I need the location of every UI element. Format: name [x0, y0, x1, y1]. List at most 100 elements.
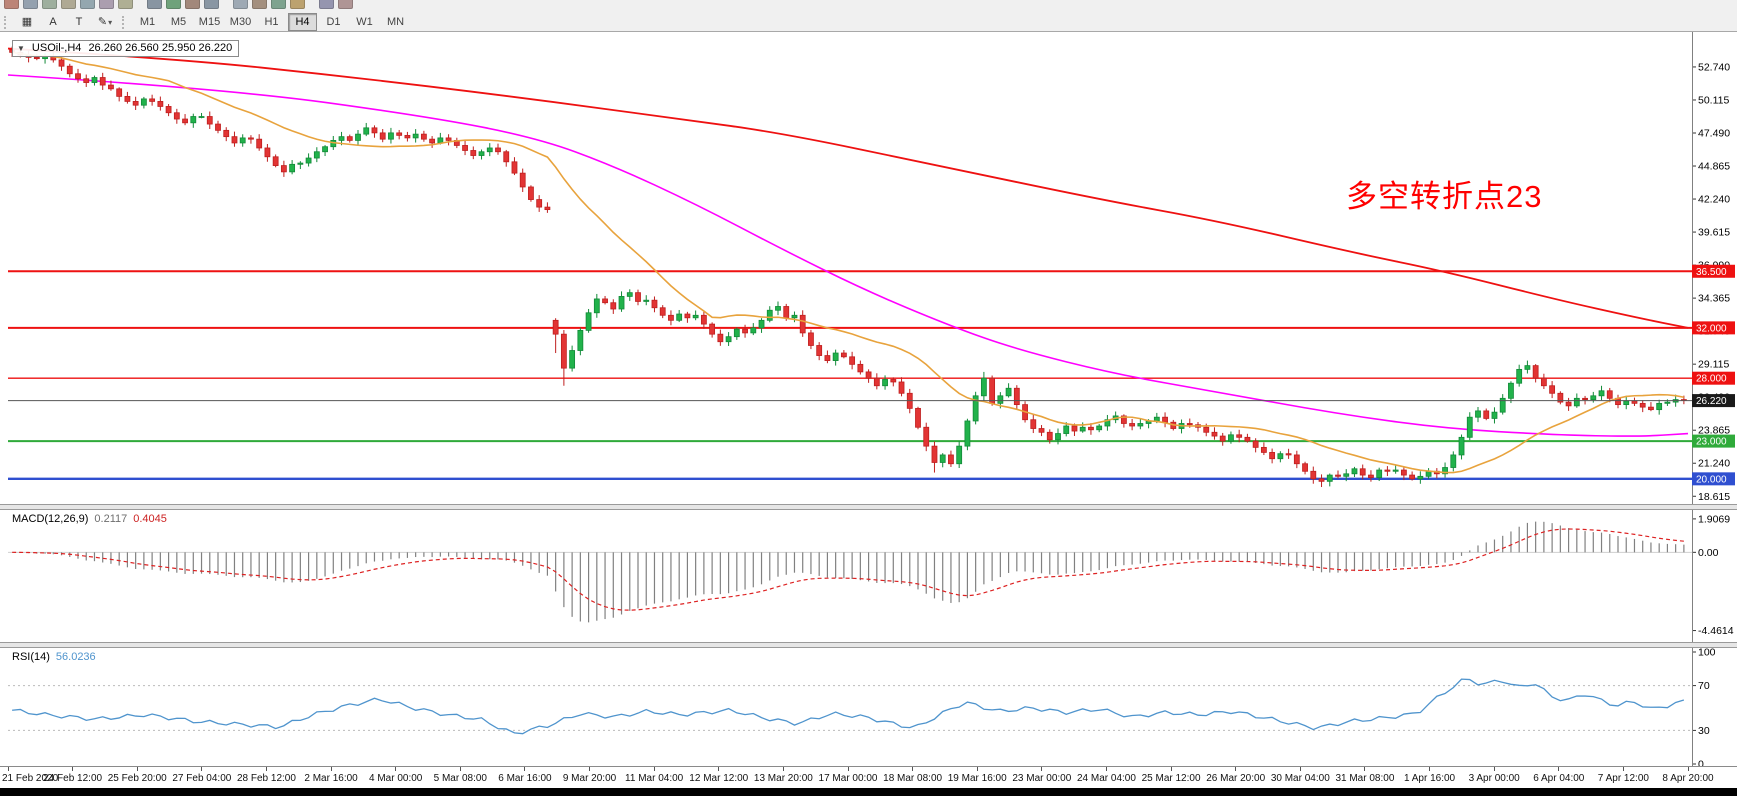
svg-text:47.490: 47.490 [1698, 127, 1730, 139]
svg-text:36.500: 36.500 [1696, 267, 1727, 278]
chart-shift-icon[interactable] [271, 0, 286, 9]
time-axis-tick [718, 767, 720, 771]
tool-buttons: ▦ A T ✎ ▾ [14, 13, 118, 31]
svg-text:100: 100 [1698, 647, 1716, 659]
time-axis-tick [459, 767, 461, 771]
time-axis-label: 13 Mar 20:00 [753, 773, 813, 784]
mid-ma-line [7, 74, 1689, 437]
time-axis-tick [1364, 767, 1366, 771]
time-axis-tick [524, 767, 526, 771]
time-axis-tick [782, 767, 784, 771]
panel-separator[interactable] [0, 642, 1737, 648]
zoom-in-icon[interactable] [204, 0, 219, 9]
terminal-icon[interactable] [80, 0, 95, 9]
timeframe-button-d1[interactable]: D1 [326, 15, 341, 28]
label-tool-button[interactable]: T [75, 15, 83, 28]
timeframe-button-h1[interactable]: H1 [264, 15, 279, 28]
svg-text:42.240: 42.240 [1698, 194, 1730, 206]
svg-text:23.000: 23.000 [1696, 437, 1727, 448]
time-axis-label: 21 Feb 2020 [2, 773, 59, 784]
taskbar [0, 788, 1737, 796]
rsi-label: RSI(14) 56.0236 [12, 651, 96, 663]
time-axis-label: 5 Mar 08:00 [433, 773, 487, 784]
toolbar: ▦ A T ✎ ▾ M1 M5 M15 M30 H1 H4 D1 W1 MN [0, 0, 1737, 32]
bars-chart-icon[interactable] [147, 0, 162, 9]
time-axis-tick [976, 767, 978, 771]
periods-icon[interactable] [319, 0, 334, 9]
time-axis-label: 18 Mar 08:00 [883, 773, 943, 784]
timeframe-button-mn[interactable]: MN [386, 15, 405, 28]
time-axis-tick [1170, 767, 1172, 771]
price-tag: 20.000 [1692, 472, 1735, 486]
time-axis-tick [1105, 767, 1107, 771]
timeframe-button-h4[interactable]: H4 [288, 13, 317, 31]
strategy-tester-icon[interactable] [99, 0, 114, 9]
one-click-trading-toggle[interactable]: ▼ [17, 43, 25, 53]
indicators-icon[interactable] [290, 0, 305, 9]
symbol-info-box: ▼ USOil-,H4 26.260 26.560 25.950 26.220 [12, 40, 240, 57]
time-axis[interactable]: 21 Feb 2020 24 Feb 12:00 25 Feb 20:00 27 Fe… [0, 766, 1737, 789]
timeframe-button-m15[interactable]: M15 [198, 15, 221, 28]
fast-ma-line [11, 51, 1685, 474]
time-axis-label: 28 Feb 12:00 [236, 773, 296, 784]
rsi-value: 56.0236 [55, 651, 96, 663]
macd-title: MACD(12,26,9) [12, 513, 89, 525]
timeframe-button-m5[interactable]: M5 [170, 15, 187, 28]
time-axis-label: 7 Apr 12:00 [1597, 773, 1649, 784]
svg-text:52.740: 52.740 [1698, 61, 1730, 73]
svg-text:23.865: 23.865 [1698, 425, 1730, 437]
svg-text:21.240: 21.240 [1698, 458, 1730, 470]
tools-toolbar-row: ▦ A T ✎ ▾ M1 M5 M15 M30 H1 H4 D1 W1 MN [0, 13, 1737, 31]
time-axis-label: 25 Feb 20:00 [107, 773, 167, 784]
candlestick-chart-icon[interactable] [166, 0, 181, 9]
time-axis-tick [1687, 767, 1689, 771]
timeframe-button-w1[interactable]: W1 [356, 15, 373, 28]
time-axis-tick [1041, 767, 1043, 771]
navigator-icon[interactable] [61, 0, 76, 9]
rsi-axis-labels: 100 70 30 0 [1693, 647, 1716, 771]
data-window-icon[interactable] [42, 0, 57, 9]
time-axis-label: 11 Mar 04:00 [625, 773, 684, 784]
draw-tools-button[interactable]: ✎ ▾ [97, 15, 113, 28]
time-axis-label: 25 Mar 12:00 [1141, 773, 1201, 784]
time-axis-tick [912, 767, 914, 771]
auto-scroll-icon[interactable] [252, 0, 267, 9]
time-axis-tick [1429, 767, 1431, 771]
svg-text:28.000: 28.000 [1696, 374, 1727, 385]
time-axis-tick [395, 767, 397, 771]
time-axis-label: 1 Apr 16:00 [1403, 773, 1456, 784]
time-axis-tick [847, 767, 849, 771]
time-axis-label: 4 Mar 00:00 [369, 773, 423, 784]
panel-separator[interactable] [0, 504, 1737, 510]
line-chart-icon[interactable] [185, 0, 200, 9]
time-axis-tick [330, 767, 332, 771]
metaeditor-icon[interactable] [118, 0, 133, 9]
time-axis-tick [72, 767, 74, 771]
new-order-icon[interactable] [4, 0, 19, 9]
templates-icon[interactable] [338, 0, 353, 9]
toolbar-drag-handle[interactable] [122, 15, 127, 29]
svg-text:70: 70 [1698, 680, 1710, 692]
candles-layer [9, 46, 1687, 488]
price-tag: 32.000 [1692, 321, 1735, 335]
time-axis-label: 9 Mar 20:00 [562, 773, 617, 784]
svg-text:1.9069: 1.9069 [1698, 513, 1730, 525]
timeframe-button-m30[interactable]: M30 [229, 15, 252, 28]
zoom-out-icon[interactable] [233, 0, 248, 9]
grid-icon[interactable]: ▦ [21, 15, 33, 28]
toolbar-drag-handle[interactable] [4, 15, 9, 29]
market-watch-icon[interactable] [23, 0, 38, 9]
text-tool-button[interactable]: A [49, 15, 57, 28]
price-tag: 23.000 [1692, 434, 1735, 448]
svg-text:-4.4614: -4.4614 [1698, 625, 1734, 637]
time-axis-tick [589, 767, 591, 771]
timeframe-toolbar: M1 M5 M15 M30 H1 H4 D1 W1 MN [132, 13, 411, 31]
timeframe-button-m1[interactable]: M1 [139, 15, 156, 28]
time-axis-label: 8 Apr 20:00 [1662, 773, 1714, 784]
macd-axis-labels: 1.9069 0.00 -4.4614 [1693, 513, 1734, 637]
svg-text:30: 30 [1698, 725, 1710, 737]
time-axis-tick [1622, 767, 1624, 771]
time-axis-tick [265, 767, 267, 771]
